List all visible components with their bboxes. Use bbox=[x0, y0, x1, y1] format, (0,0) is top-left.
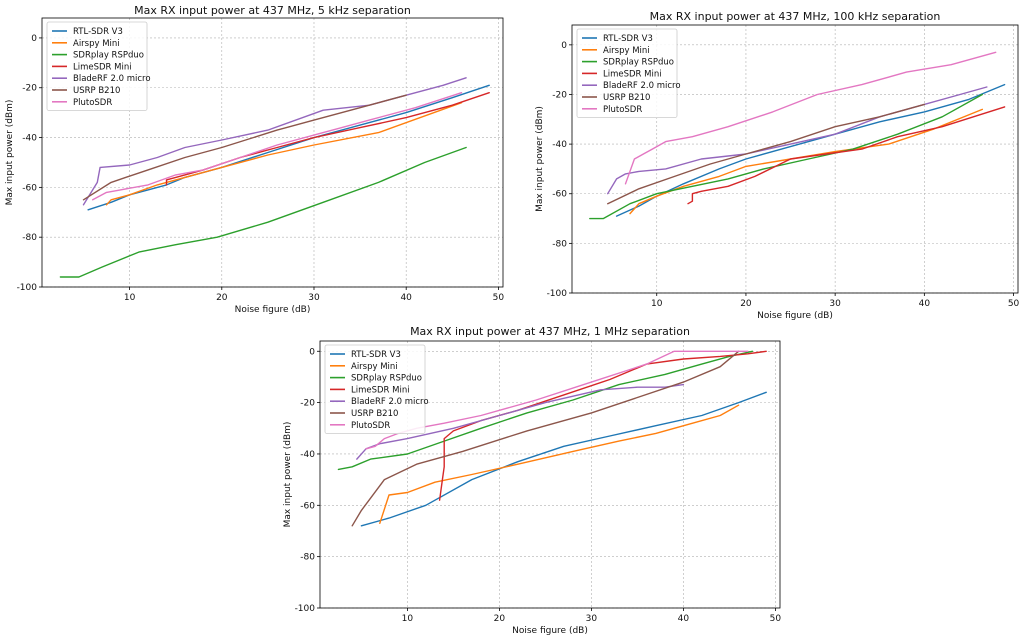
y-tick-label: -20 bbox=[22, 84, 37, 94]
series-line-usrp-b210 bbox=[351, 350, 740, 527]
x-tick-label: 20 bbox=[494, 614, 506, 624]
x-tick-label: 30 bbox=[586, 614, 598, 624]
legend-label-airspy-mini: Airspy Mini bbox=[603, 46, 650, 56]
legend-box bbox=[46, 21, 148, 111]
y-tick-label: -100 bbox=[547, 289, 568, 299]
series-line-airspy-mini bbox=[629, 108, 983, 215]
x-tick-label: 20 bbox=[740, 299, 752, 309]
y-tick-label: -20 bbox=[552, 90, 567, 100]
chart-title: Max RX input power at 437 MHz, 1 MHz sep… bbox=[410, 325, 690, 338]
legend-label-plutosdr: PlutoSDR bbox=[351, 421, 390, 431]
legend-label-sdrplay-rspduo: SDRplay RSPduo bbox=[351, 374, 422, 384]
chart-title: Max RX input power at 437 MHz, 100 kHz s… bbox=[650, 10, 941, 23]
plot-frame bbox=[571, 24, 1019, 294]
legend: RTL-SDR V3 Airspy Mini SDRplay RSPduoLimeS… bbox=[576, 28, 681, 118]
series-line-plutosdr bbox=[91, 91, 463, 201]
series-line-sdrplay-rspduo bbox=[589, 93, 983, 220]
y-tick-label: -100 bbox=[17, 283, 38, 293]
legend-box bbox=[324, 344, 426, 434]
y-tick-label: 0 bbox=[31, 34, 37, 44]
legend: RTL-SDR V3 Airspy Mini SDRplay RSPduoLimeS… bbox=[46, 21, 151, 111]
y-axis-label: Max input power (dBm) bbox=[5, 100, 15, 206]
series-group bbox=[589, 51, 1006, 220]
y-tick-label: -20 bbox=[300, 399, 315, 409]
chart-panel-2: Max RX input power at 437 MHz, 100 kHz s… bbox=[535, 10, 1020, 321]
y-tick-label: -60 bbox=[552, 190, 567, 200]
series-line-limesdr-mini bbox=[438, 350, 767, 501]
y-tick-label: -60 bbox=[22, 183, 37, 193]
legend-box bbox=[576, 28, 678, 118]
y-tick-label: -60 bbox=[300, 501, 315, 511]
y-tick-label: 0 bbox=[309, 347, 315, 357]
series-line-airspy-mini bbox=[379, 404, 740, 524]
chart-title: Max RX input power at 437 MHz, 5 kHz sep… bbox=[134, 4, 411, 17]
series-line-limesdr-mini bbox=[687, 106, 1006, 205]
x-axis-label: Noise figure (dB) bbox=[757, 311, 833, 321]
y-axis-label: Max input power (dBm) bbox=[535, 106, 545, 212]
chart-panel-1: Max RX input power at 437 MHz, 5 kHz sep… bbox=[5, 4, 504, 315]
legend-label-limesdr-mini: LimeSDR Mini bbox=[603, 69, 662, 79]
y-tick-label: -80 bbox=[22, 233, 37, 243]
x-tick-label: 40 bbox=[678, 614, 690, 624]
series-line-plutosdr bbox=[624, 51, 997, 185]
x-axis-label: Noise figure (dB) bbox=[512, 626, 588, 636]
legend-label-sdrplay-rspduo: SDRplay RSPduo bbox=[603, 58, 674, 68]
legend: RTL-SDR V3 Airspy Mini SDRplay RSPduoLimeS… bbox=[324, 344, 429, 434]
x-tick-label: 10 bbox=[124, 293, 136, 303]
series-line-rtl-sdr-v3 bbox=[360, 391, 767, 527]
series-group bbox=[59, 77, 490, 278]
series-line-limesdr-mini bbox=[165, 91, 490, 186]
plot-frame bbox=[41, 17, 504, 288]
x-tick-label: 10 bbox=[402, 614, 414, 624]
legend-label-airspy-mini: Airspy Mini bbox=[73, 39, 120, 49]
x-axis-label: Noise figure (dB) bbox=[235, 305, 311, 315]
x-tick-label: 20 bbox=[216, 293, 228, 303]
legend-label-airspy-mini: Airspy Mini bbox=[351, 362, 398, 372]
series-line-usrp-b210 bbox=[82, 94, 407, 201]
x-tick-label: 40 bbox=[919, 299, 931, 309]
y-tick-label: -40 bbox=[300, 450, 315, 460]
y-tick-label: 0 bbox=[561, 41, 567, 51]
y-tick-label: -40 bbox=[22, 134, 37, 144]
legend-label-bladerf-2-0-micro: BladeRF 2.0 micro bbox=[351, 397, 429, 407]
legend-label-bladerf-2-0-micro: BladeRF 2.0 micro bbox=[73, 74, 151, 84]
legend-label-limesdr-mini: LimeSDR Mini bbox=[73, 62, 132, 72]
y-tick-label: -100 bbox=[295, 604, 316, 614]
y-tick-label: -80 bbox=[300, 553, 315, 563]
legend-label-rtl-sdr-v3: RTL-SDR V3 bbox=[73, 27, 123, 37]
legend-label-bladerf-2-0-micro: BladeRF 2.0 micro bbox=[603, 81, 681, 91]
y-tick-label: -40 bbox=[552, 140, 567, 150]
legend-label-rtl-sdr-v3: RTL-SDR V3 bbox=[603, 34, 653, 44]
plot-frame bbox=[319, 340, 781, 609]
legend-label-usrp-b210: USRP B210 bbox=[73, 86, 120, 96]
legend-label-usrp-b210: USRP B210 bbox=[603, 93, 650, 103]
series-line-sdrplay-rspduo bbox=[59, 146, 467, 278]
legend-label-sdrplay-rspduo: SDRplay RSPduo bbox=[73, 51, 144, 61]
legend-label-usrp-b210: USRP B210 bbox=[351, 409, 398, 419]
legend-label-rtl-sdr-v3: RTL-SDR V3 bbox=[351, 350, 401, 360]
x-tick-label: 30 bbox=[308, 293, 320, 303]
series-group bbox=[337, 350, 767, 527]
chart-panel-3: Max RX input power at 437 MHz, 1 MHz sep… bbox=[283, 325, 781, 636]
y-tick-label: -80 bbox=[552, 239, 567, 249]
x-tick-label: 50 bbox=[1008, 299, 1020, 309]
series-line-usrp-b210 bbox=[607, 103, 925, 205]
legend-label-plutosdr: PlutoSDR bbox=[73, 98, 112, 108]
x-tick-label: 30 bbox=[829, 299, 841, 309]
x-tick-label: 40 bbox=[400, 293, 412, 303]
x-tick-label: 50 bbox=[770, 614, 782, 624]
legend-label-limesdr-mini: LimeSDR Mini bbox=[351, 385, 410, 395]
series-line-plutosdr bbox=[365, 350, 749, 450]
legend-label-plutosdr: PlutoSDR bbox=[603, 105, 642, 115]
x-tick-label: 10 bbox=[651, 299, 663, 309]
series-line-sdrplay-rspduo bbox=[337, 350, 754, 471]
x-tick-label: 50 bbox=[493, 293, 505, 303]
y-axis-label: Max input power (dBm) bbox=[283, 422, 293, 528]
series-line-airspy-mini bbox=[105, 101, 463, 206]
